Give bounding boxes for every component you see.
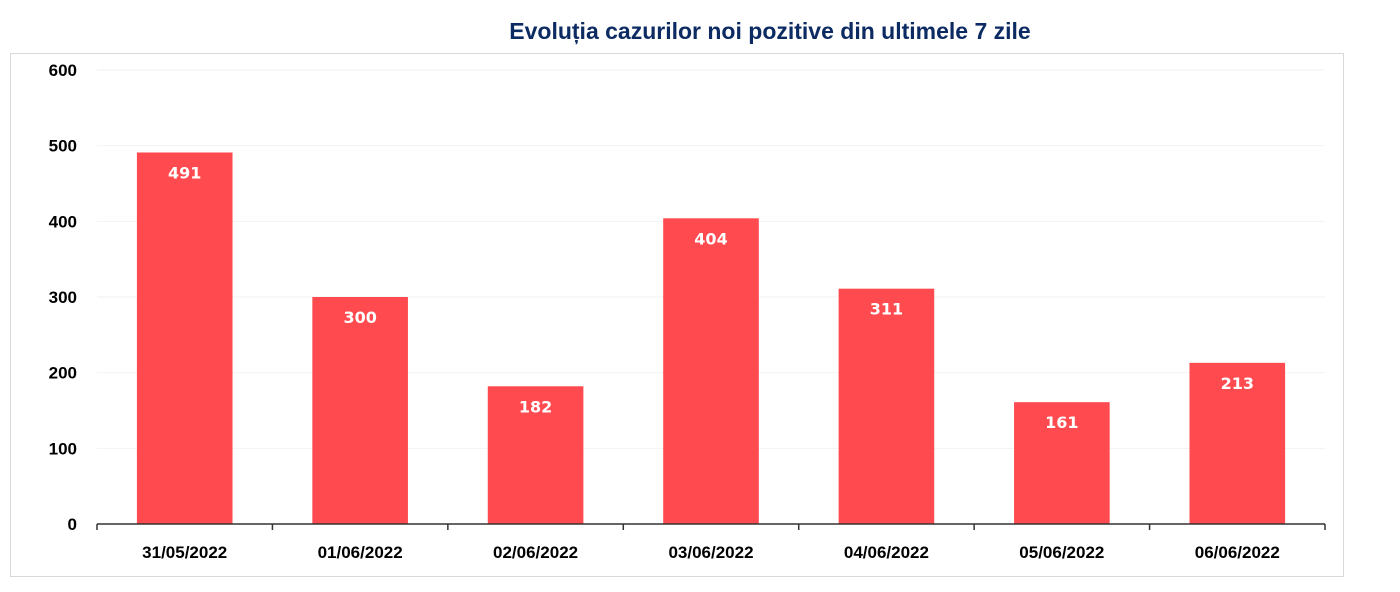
y-tick-label: 200 (49, 364, 77, 383)
bar (1014, 402, 1110, 524)
axes (96, 523, 1326, 530)
x-tick-label: 05/06/2022 (1019, 543, 1104, 562)
bar-value-label: 404 (694, 229, 727, 248)
y-tick-label: 600 (49, 61, 77, 80)
x-tick-label: 04/06/2022 (844, 543, 929, 562)
y-tick-label: 400 (49, 212, 77, 231)
gridlines (97, 69, 1325, 449)
x-tick-label: 06/06/2022 (1195, 543, 1280, 562)
bar-value-label: 182 (519, 397, 552, 416)
y-tick-label: 300 (49, 288, 77, 307)
y-tick-label: 0 (68, 515, 77, 534)
plot-frame (10, 53, 1344, 577)
x-tick-label: 02/06/2022 (493, 543, 578, 562)
bar-value-label: 300 (343, 308, 376, 327)
bar (838, 288, 935, 524)
labels: 0 100 200 300 400 500 600 491 31/05/2022 300 01/06… (49, 61, 1280, 562)
bar (1189, 362, 1286, 524)
chart-title: Evoluția cazurilor noi pozitive din ulti… (509, 18, 1031, 44)
y-tick-label: 500 (49, 137, 77, 156)
bars (136, 152, 1286, 524)
bar (663, 218, 759, 524)
y-tick-label: 100 (49, 439, 77, 458)
bar-value-label: 311 (870, 300, 903, 319)
x-tick-label: 31/05/2022 (142, 543, 227, 562)
bar-value-label: 161 (1045, 413, 1078, 432)
bar (487, 386, 584, 524)
bar (136, 152, 233, 524)
bar-value-label: 213 (1221, 374, 1254, 393)
x-tick-label: 01/06/2022 (318, 543, 403, 562)
bar-value-label: 491 (168, 163, 201, 182)
x-tick-label: 03/06/2022 (668, 543, 753, 562)
bar (312, 297, 408, 524)
